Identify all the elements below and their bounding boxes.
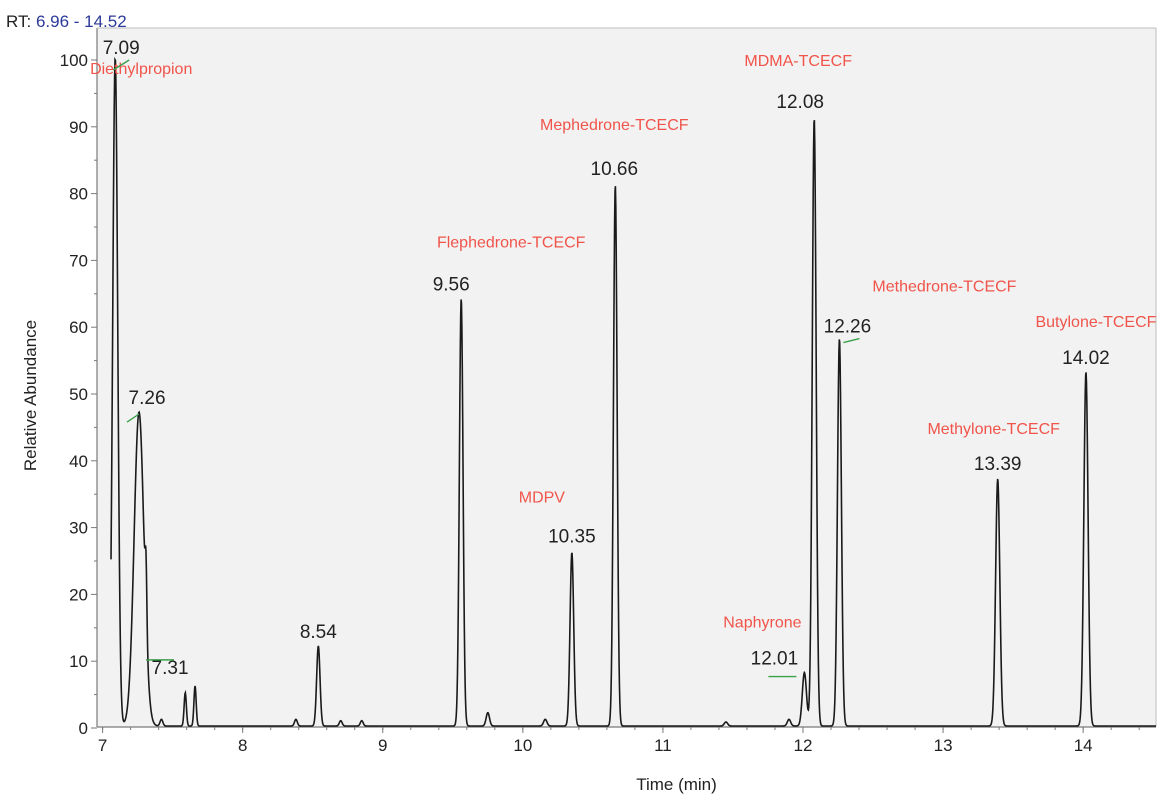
plot-frame xyxy=(96,27,1157,728)
peak-rt-label: 13.39 xyxy=(974,454,1022,475)
peak-rt-label: 14.02 xyxy=(1062,348,1110,369)
peak-rt-label: 10.66 xyxy=(591,159,639,180)
y-tick-label: 90 xyxy=(69,118,88,137)
peak-compound-name: Butylone-TCECF xyxy=(1035,314,1156,331)
chromatogram-trace xyxy=(110,56,1156,727)
y-tick-label: 70 xyxy=(69,251,88,270)
peak-leader-line xyxy=(126,413,140,423)
y-axis-title: Relative Abundance xyxy=(21,320,40,471)
x-tick-label: 13 xyxy=(934,736,953,755)
retention-time-range: RT: 6.96 - 14.52 xyxy=(6,12,127,32)
y-tick-label: 30 xyxy=(69,519,88,538)
peak-compound-name: Flephedrone-TCECF xyxy=(437,234,586,251)
peak-rt-label: 12.08 xyxy=(776,92,824,113)
y-tick-label: 10 xyxy=(69,652,88,671)
x-tick-label: 12 xyxy=(794,736,813,755)
peak-compound-name: Methedrone-TCECF xyxy=(872,279,1016,296)
peak-rt-label: 10.35 xyxy=(548,526,596,547)
x-axis-title: Time (min) xyxy=(636,775,717,794)
y-tick-label: 80 xyxy=(69,185,88,204)
y-axis: 0 10 20 30 40 50 60 70 80 90 100 xyxy=(60,51,97,738)
peak-rt-label: 12.26 xyxy=(824,317,872,338)
x-tick-label: 11 xyxy=(654,736,672,755)
y-tick-label: 60 xyxy=(69,318,88,337)
x-tick-label: 10 xyxy=(513,736,532,755)
rt-range-value: 6.96 - 14.52 xyxy=(35,12,127,31)
y-tick-label: 100 xyxy=(60,51,88,70)
peak-compound-name: Methylone-TCECF xyxy=(927,421,1060,438)
peak-compound-name: Mephedrone-TCECF xyxy=(540,117,689,134)
peak-rt-label: 9.56 xyxy=(433,274,470,295)
peak-compound-name: MDMA-TCECF xyxy=(744,53,852,70)
y-tick-label: 40 xyxy=(69,452,88,471)
peak-labels: 7.09 Diethylpropion 7.26 7.31 8.54 9.56 Flephe… xyxy=(90,38,1157,679)
peak-rt-label: 7.31 xyxy=(152,658,189,679)
rt-prefix: RT: xyxy=(6,12,32,31)
peak-rt-label: 8.54 xyxy=(300,622,337,643)
x-tick-label: 7 xyxy=(98,736,107,755)
x-axis: 7 8 9 10 11 12 13 14 xyxy=(98,727,1140,755)
peak-leader-line xyxy=(112,59,130,71)
peak-rt-label: 7.09 xyxy=(103,38,140,59)
peak-compound-name: MDPV xyxy=(519,489,566,506)
peak-rt-label: 7.26 xyxy=(129,388,166,409)
x-tick-label: 8 xyxy=(238,736,247,755)
plot-area xyxy=(97,28,1156,727)
y-tick-label: 50 xyxy=(69,385,88,404)
x-tick-label: 9 xyxy=(378,736,387,755)
x-tick-label: 14 xyxy=(1074,736,1093,755)
peak-leader-line xyxy=(843,337,860,344)
y-tick-label: 20 xyxy=(69,585,88,604)
peak-compound-name: Naphyrone xyxy=(723,615,801,632)
peak-rt-label: 12.01 xyxy=(751,649,799,670)
y-tick-label: 0 xyxy=(79,719,88,738)
peak-compound-name: Diethylpropion xyxy=(90,61,192,78)
